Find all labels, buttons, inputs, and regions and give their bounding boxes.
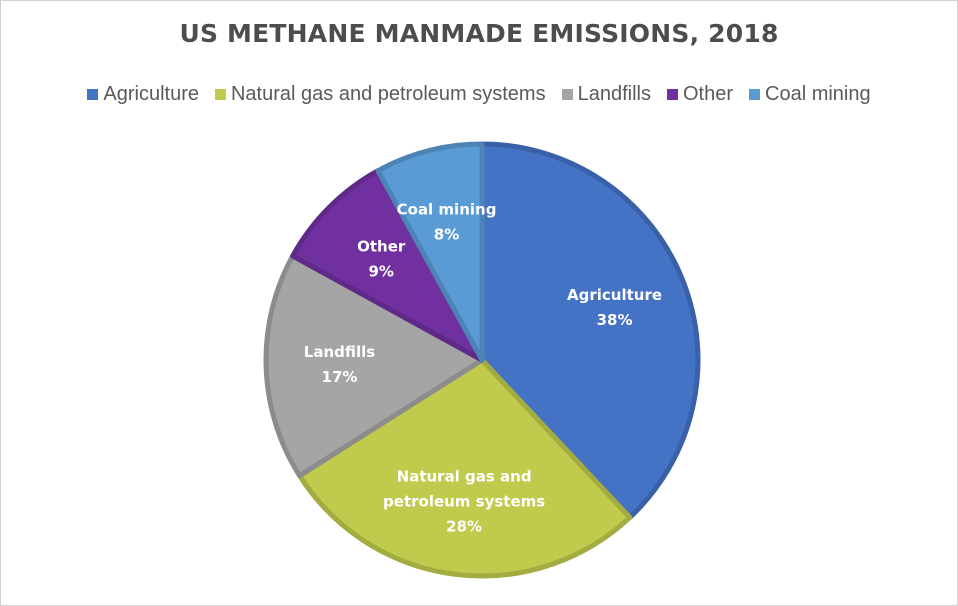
pie-slice-landfills (263, 253, 485, 479)
legend-swatch-landfills (561, 89, 573, 100)
legend-swatch-other (666, 89, 678, 100)
legend-label-natural-gas: Natural gas and petroleum systems (230, 83, 546, 105)
legend: Agriculture Natural gas and petroleum sy… (1, 83, 957, 106)
pie-slice-natural-gas-and-petroleum-systems (297, 357, 633, 579)
legend-item-other: Other (666, 83, 733, 106)
legend-swatch-agriculture (87, 89, 99, 100)
slice-label-natural-gas-and-petroleum-systems: Natural gas and petroleum systems 28% (383, 467, 545, 535)
slice-label-coal-mining: Coal mining 8% (397, 200, 497, 243)
pie-slice-coal-mining (375, 141, 485, 363)
slice-label-other: Other 9% (357, 238, 406, 281)
pie-slice-agriculture (479, 141, 701, 520)
chart-title: US METHANE MANMADE EMISSIONS, 2018 (179, 19, 779, 48)
pie-slice-other (290, 168, 485, 363)
legend-label-coal-mining: Coal mining (765, 83, 871, 105)
legend-label-landfills: Landfills (577, 83, 651, 105)
legend-label-other: Other (682, 83, 733, 105)
legend-item-coal-mining: Coal mining (749, 83, 871, 106)
legend-label-agriculture: Agriculture (103, 83, 199, 105)
legend-swatch-coal-mining (749, 89, 760, 100)
legend-item-landfills: Landfills (561, 83, 651, 106)
legend-item-agriculture: Agriculture (87, 83, 199, 106)
slice-label-agriculture: Agriculture 38% (567, 286, 662, 329)
legend-swatch-natural-gas (214, 89, 226, 100)
legend-item-natural-gas: Natural gas and petroleum systems (214, 83, 546, 106)
slice-label-landfills: Landfills 17% (304, 343, 375, 386)
